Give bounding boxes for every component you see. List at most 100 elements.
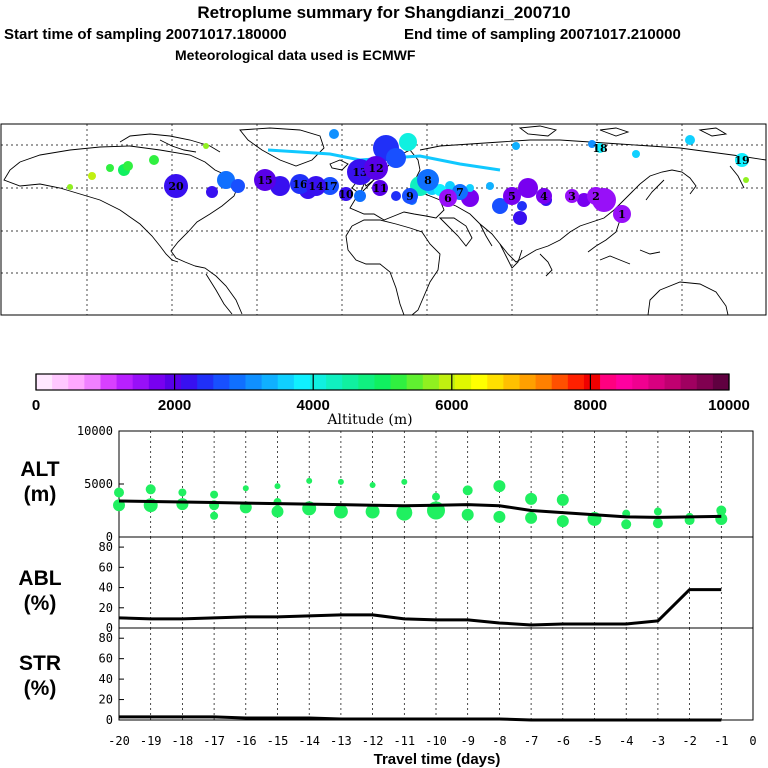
x-tick-label: -16 bbox=[235, 734, 257, 748]
alt-scatter-point bbox=[621, 519, 632, 530]
plume-puff bbox=[588, 140, 596, 148]
plume-day-marker bbox=[417, 169, 439, 191]
alt-scatter-point bbox=[178, 488, 187, 497]
colorbar-swatch bbox=[309, 374, 327, 390]
plume-day-label: 18 bbox=[592, 142, 608, 155]
x-tick-label: -3 bbox=[651, 734, 665, 748]
x-tick-label: -8 bbox=[492, 734, 506, 748]
plume-day-marker bbox=[587, 187, 605, 205]
colorbar-tick-label: 10000 bbox=[708, 397, 750, 414]
plume-day-label: 12 bbox=[368, 162, 383, 175]
colorbar-swatch bbox=[567, 374, 585, 390]
alt-scatter-point bbox=[365, 504, 380, 519]
colorbar-tick-label: 6000 bbox=[435, 397, 468, 414]
alt-scatter-point bbox=[114, 487, 124, 498]
colorbar-swatch bbox=[277, 374, 295, 390]
colorbar-swatch bbox=[213, 374, 230, 390]
alt-scatter-point bbox=[401, 478, 408, 485]
plume-puff bbox=[354, 190, 366, 202]
alt-scatter-point bbox=[337, 478, 344, 485]
plume-puff bbox=[486, 182, 494, 190]
altitude-colorbar: 0 2000 4000 6000 8000 10000 bbox=[32, 373, 750, 414]
alt-scatter-point bbox=[271, 505, 284, 518]
colorbar-swatch bbox=[148, 374, 166, 390]
abl-panel-unit: (%) bbox=[24, 592, 57, 615]
plume-day-marker bbox=[290, 174, 310, 194]
colorbar-swatch bbox=[696, 374, 714, 390]
plume-puff bbox=[206, 186, 218, 198]
colorbar-swatch bbox=[648, 374, 665, 390]
y-tick-label: 0 bbox=[106, 530, 113, 544]
y-tick-label: 20 bbox=[99, 693, 113, 707]
alt-scatter-point bbox=[210, 511, 219, 520]
plume-day-label: 1 bbox=[618, 208, 626, 221]
colorbar-swatch bbox=[229, 374, 246, 390]
start-sampling-text: Start time of sampling 20071017.180000 bbox=[4, 26, 287, 43]
colorbar-swatch bbox=[245, 374, 263, 390]
str-panel-unit: (%) bbox=[24, 677, 57, 700]
colorbar-swatch bbox=[632, 374, 649, 390]
y-tick-label: 40 bbox=[99, 672, 113, 686]
alt-scatter-point bbox=[461, 508, 474, 521]
abl-line bbox=[118, 588, 722, 627]
colorbar-label: Altitude (m) bbox=[326, 412, 412, 428]
alt-scatter-point bbox=[653, 507, 662, 516]
plume-day-marker bbox=[339, 187, 353, 201]
plume-day-marker bbox=[439, 189, 457, 207]
y-tick-label: 80 bbox=[99, 540, 113, 554]
plume-puff bbox=[67, 184, 73, 190]
y-tick-label: 0 bbox=[106, 621, 113, 635]
alt-scatter-point bbox=[210, 490, 219, 499]
alt-scatter-point bbox=[396, 504, 413, 521]
x-tick-label: -18 bbox=[172, 734, 194, 748]
colorbar-swatch bbox=[342, 374, 359, 390]
plume-puff bbox=[445, 181, 455, 191]
colorbar-swatch bbox=[438, 374, 456, 390]
colorbar-swatch bbox=[164, 374, 182, 390]
abl-panel-label: ABL bbox=[18, 567, 61, 590]
plume-puff bbox=[386, 148, 406, 168]
alt-scatter-point bbox=[716, 505, 727, 516]
x-tick-label: -10 bbox=[425, 734, 447, 748]
plume-day-label: 3 bbox=[568, 190, 576, 203]
colorbar-tick-label: 8000 bbox=[574, 397, 607, 414]
x-tick-label: -4 bbox=[619, 734, 633, 748]
y-tick-label: 5000 bbox=[84, 477, 113, 491]
plume-puff bbox=[517, 201, 527, 211]
x-tick-label: -11 bbox=[393, 734, 415, 748]
colorbar-swatch bbox=[390, 374, 408, 390]
plume-day-label: 13 bbox=[352, 166, 367, 179]
colorbar-swatch bbox=[116, 374, 134, 390]
colorbar-swatch bbox=[583, 374, 601, 390]
x-tick-label: -13 bbox=[330, 734, 352, 748]
plume-puff bbox=[88, 172, 96, 180]
plume-day-label: 19 bbox=[734, 154, 749, 167]
x-tick-label: -1 bbox=[714, 734, 728, 748]
str-line bbox=[119, 715, 722, 722]
x-tick-label: 0 bbox=[749, 734, 756, 748]
colorbar-swatch bbox=[406, 374, 424, 390]
plume-day-marker bbox=[735, 153, 749, 167]
colorbar-swatch bbox=[326, 374, 343, 390]
colorbar-swatch bbox=[664, 374, 682, 390]
plume-puff bbox=[106, 164, 114, 172]
colorbar-tick-label: 2000 bbox=[158, 397, 191, 414]
str-panel: 0 20 40 60 80 bbox=[99, 627, 754, 727]
alt-scatter-point bbox=[242, 485, 249, 492]
plume-day-marker bbox=[613, 205, 631, 223]
x-tick-label: -17 bbox=[203, 734, 225, 748]
x-tick-label: -19 bbox=[140, 734, 162, 748]
plume-day-label: 8 bbox=[424, 174, 432, 187]
plume-day-marker bbox=[254, 169, 276, 191]
alt-scatter-point bbox=[493, 510, 506, 523]
colorbar-swatch bbox=[712, 374, 730, 390]
alt-scatter-point bbox=[176, 498, 189, 511]
plume-puff bbox=[231, 179, 245, 193]
x-tick-label: -15 bbox=[267, 734, 289, 748]
colorbar-swatch bbox=[197, 374, 214, 390]
y-tick-label: 0 bbox=[106, 713, 113, 727]
colorbar-swatch bbox=[261, 374, 279, 390]
